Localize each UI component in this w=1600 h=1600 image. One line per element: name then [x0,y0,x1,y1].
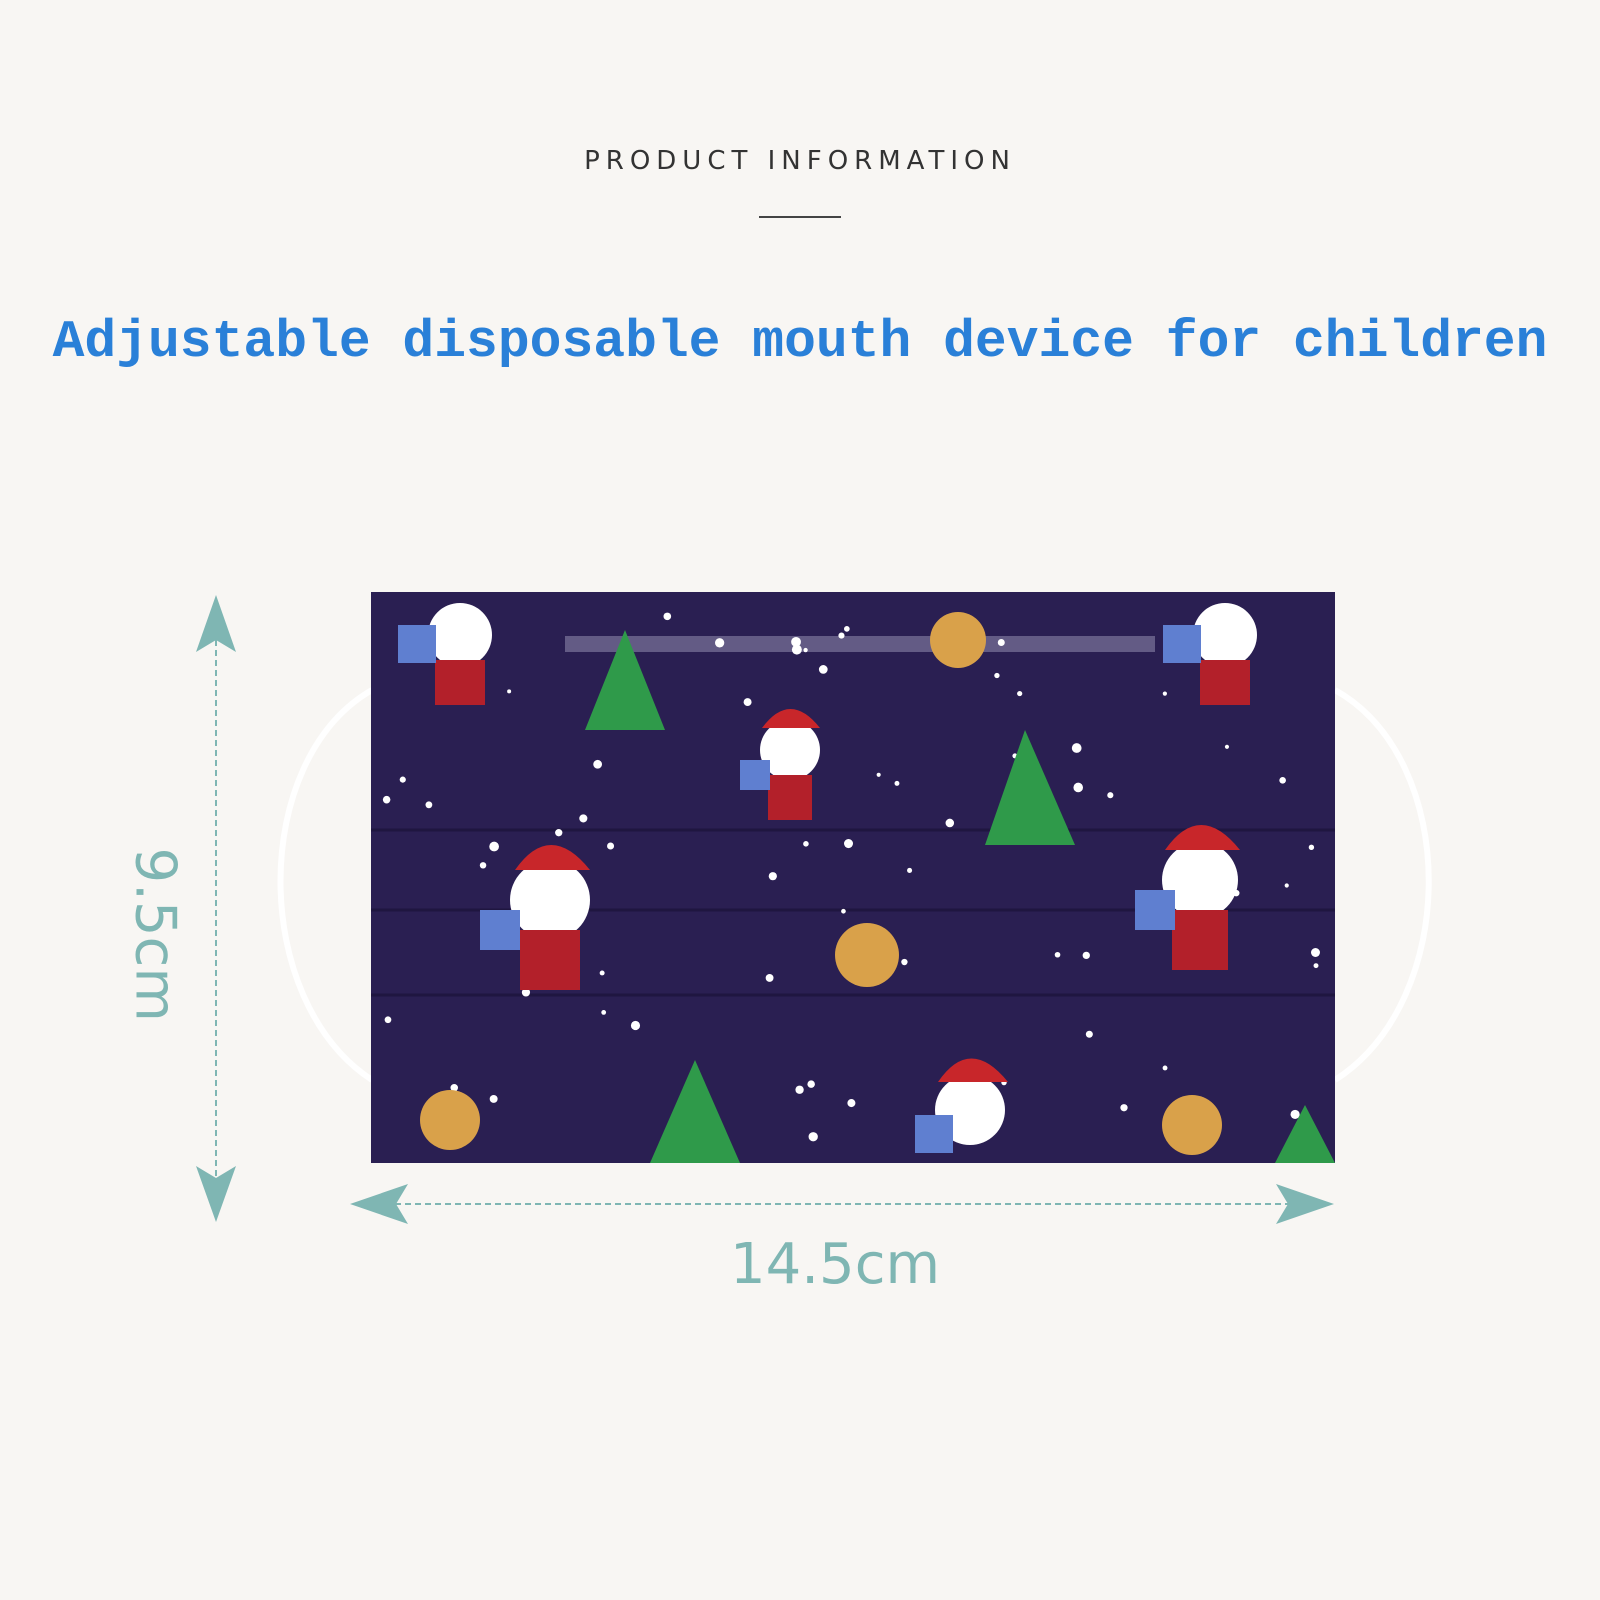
mask-image [371,592,1335,1163]
snow-dot [791,644,802,655]
snow-dot [1054,951,1061,958]
snow-dot [663,612,672,621]
snow-dot [489,1094,498,1103]
snow-dot [1162,1065,1168,1071]
snow-dot [601,1009,607,1015]
product-title: Adjustable disposable mouth device for c… [52,312,1548,372]
snow-dot [743,698,752,707]
snow-dot [425,801,433,809]
snow-dot [1313,963,1319,969]
snow-dot [901,958,908,966]
snow-dot [479,862,487,869]
snow-dot [1224,744,1230,749]
snow-dot [1162,691,1167,696]
snow-dot [803,841,809,847]
snow-dot [894,780,900,786]
snow-dot [791,636,801,647]
snow-dot [607,842,615,850]
snow-dot [507,689,512,694]
snow-dot [768,872,777,881]
snow-dot [807,1080,815,1088]
divider [759,216,841,218]
snow-dot [843,839,854,849]
snow-dot [382,795,391,804]
snow-dot [1284,883,1289,888]
snow-dot [579,814,588,823]
width-arrow [350,1184,1334,1224]
width-label: 14.5cm [730,1232,941,1297]
snow-dot [1290,1109,1300,1119]
santa-figures [398,603,1257,1153]
snow-dot [844,626,850,632]
snow-dot [1071,743,1082,753]
snow-dot [450,1084,459,1092]
snow-dot [847,1099,856,1108]
snow-dot [630,1020,641,1031]
reindeer-figures [420,612,1222,1155]
snow-dot [818,665,828,674]
snow-dot [399,776,406,783]
height-arrow [196,595,236,1222]
snow-dot [1279,777,1286,784]
snow-dot [1311,948,1320,958]
snow-dot [1308,844,1315,851]
snow-dot [994,672,1000,679]
snow-dot [489,841,499,852]
ear-loops [277,687,1432,1083]
snow-dot [1085,1030,1093,1038]
snow-dot [521,988,531,997]
snow-dot [997,639,1005,646]
snow-dot [384,1016,392,1024]
snow-dot [593,759,603,769]
snow-dot [803,647,808,653]
snow-dot [1017,690,1023,697]
snow-dot [907,867,913,873]
snow-dot [876,772,881,777]
snow-dot [599,970,605,976]
snow-dot [1107,792,1114,799]
snow-dot [1082,951,1090,960]
tree-figures [585,630,1335,1163]
snow-dot [808,1132,818,1142]
section-label: PRODUCT INFORMATION [584,146,1016,176]
snow-dot [795,1085,804,1094]
snow-dot [841,908,846,914]
snow-dot [765,973,774,982]
snow-dot [555,829,563,837]
snow-dot [1073,782,1084,793]
snow-dot [714,638,725,648]
snow-dot [945,818,955,828]
snow-dot [1120,1104,1128,1112]
height-label: 9.5cm [122,847,188,1022]
snow-dot [838,632,845,639]
